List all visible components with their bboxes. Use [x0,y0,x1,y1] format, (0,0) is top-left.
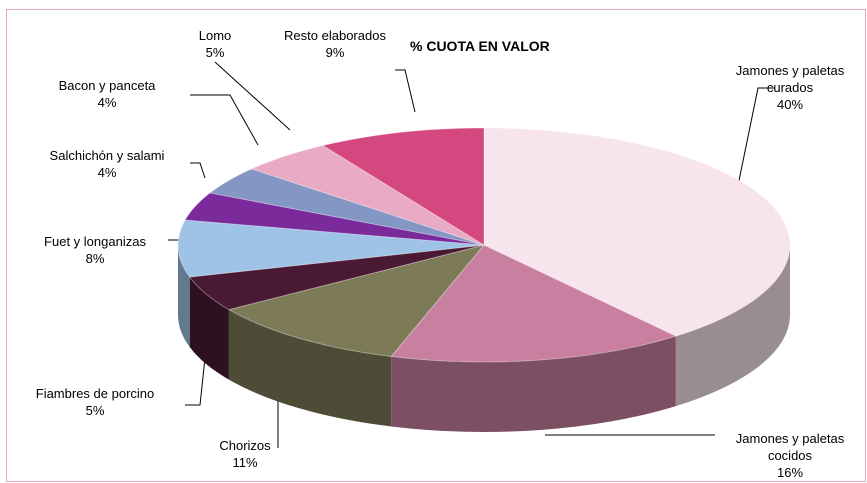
slice [250,144,485,246]
slice-side [675,245,790,407]
slice [184,192,485,246]
chart-title: % CUOTA EN VALOR [410,38,550,54]
slice-side [189,277,229,380]
slice-label: Fiambres de porcino [35,386,155,401]
value-label: 4% [97,95,117,110]
value-label: 16% [776,465,804,480]
value-label: 5% [85,403,105,418]
value-label: 9% [325,45,345,60]
slice-label: Jamones y paletas cocidos [735,431,845,463]
value-label: 4% [97,165,117,180]
slice [483,127,791,337]
value-label: 40% [776,97,804,112]
slice-label: Chorizos [219,438,271,453]
value-label: 5% [205,45,225,60]
slice-label: Fuet y longanizas [44,234,146,249]
slice [390,244,678,363]
slice-side [178,245,190,348]
slice [188,244,485,311]
slice-label: Resto elaborados [284,28,386,43]
slice-label: Bacon y panceta [58,78,156,93]
slice-side [391,336,676,432]
slice [227,244,486,358]
slice [321,127,485,246]
tops [177,127,791,363]
sides [178,245,790,432]
slice [208,168,485,246]
value-label: 11% [232,455,258,470]
value-label: 8% [85,251,105,266]
slice-label: Salchichón y salami [49,148,165,163]
border [6,9,866,482]
slice-label: Jamones y paletas curados [735,63,845,95]
slice [177,219,485,278]
slice-side [228,309,392,427]
slice-label: Lomo [198,28,232,43]
